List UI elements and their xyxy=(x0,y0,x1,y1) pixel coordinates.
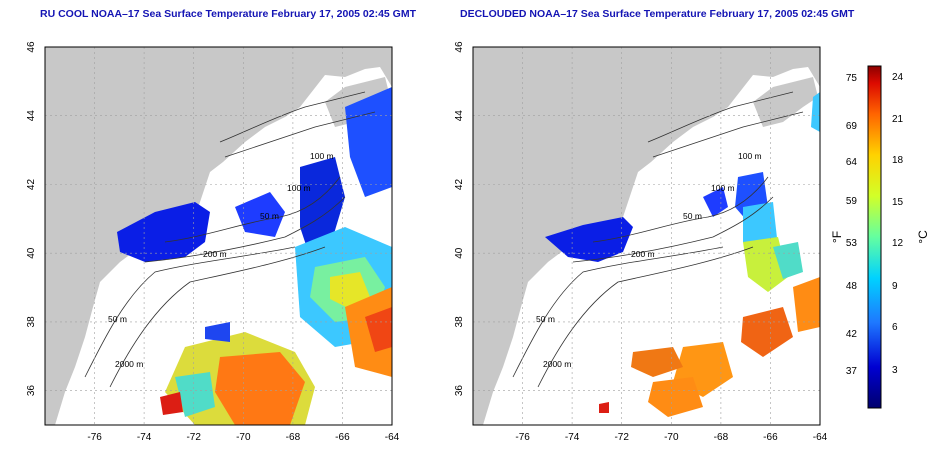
right-lat-tick: 36 xyxy=(454,385,465,397)
f-tick: 64 xyxy=(846,157,858,168)
right-grid xyxy=(473,47,820,425)
left-map-frame xyxy=(44,46,393,426)
left-land xyxy=(45,47,392,425)
right-lat-tick: 40 xyxy=(454,247,465,259)
left-contour-label-2000m: 2000 m xyxy=(115,359,143,369)
right-lon-tick: -76 xyxy=(515,432,530,443)
left-contours xyxy=(84,91,376,388)
c-tick: 12 xyxy=(892,238,904,249)
left-lon-tick: -72 xyxy=(186,432,201,443)
right-lon-tick: -68 xyxy=(714,432,729,443)
left-lon-tick: -76 xyxy=(87,432,102,443)
left-map-panel: 100 m 100 m 50 m 200 m 50 m 2000 m -76 -… xyxy=(26,41,400,443)
f-tick: 75 xyxy=(846,73,858,84)
left-lat-tick: 46 xyxy=(26,41,37,53)
c-tick: 18 xyxy=(892,155,904,166)
left-sst-data xyxy=(117,87,392,425)
left-panel-title: RU COOL NOAA–17 Sea Surface Temperature … xyxy=(40,8,417,20)
right-contour-label-200m: 200 m xyxy=(631,249,655,259)
right-lon-axis: -76 -74 -72 -70 -68 -66 -64 xyxy=(515,432,827,443)
f-tick: 59 xyxy=(846,196,858,207)
right-map-frame xyxy=(472,46,821,426)
right-contours xyxy=(512,91,804,388)
right-contour-label-50m-a: 50 m xyxy=(683,211,702,221)
right-lat-tick: 42 xyxy=(454,179,465,191)
c-tick: 24 xyxy=(892,72,904,83)
right-lon-tick: -70 xyxy=(664,432,679,443)
left-grid xyxy=(45,47,392,425)
right-contour-label-2000m: 2000 m xyxy=(543,359,571,369)
left-lon-tick: -64 xyxy=(385,432,400,443)
f-tick: 42 xyxy=(846,329,858,340)
left-lat-axis: 36 38 40 42 44 46 xyxy=(26,41,37,396)
colorbar-f-label: °F xyxy=(830,231,844,243)
colorbar-gradient xyxy=(867,65,882,409)
right-map-panel: 100 m 100 m 50 m 200 m 50 m 2000 m -76 -… xyxy=(454,41,828,443)
right-nova-scotia xyxy=(753,77,818,127)
right-lat-axis: 36 38 40 42 44 46 xyxy=(454,41,465,396)
left-contour-label-50m-a: 50 m xyxy=(260,211,279,221)
left-lon-tick: -70 xyxy=(236,432,251,443)
colorbar-c-label: °C xyxy=(916,230,930,244)
f-tick: 48 xyxy=(846,281,858,292)
right-lon-tick: -66 xyxy=(763,432,778,443)
left-lat-tick: 40 xyxy=(26,247,37,259)
left-contour-label-100m-b: 100 m xyxy=(287,183,311,193)
left-lon-tick: -66 xyxy=(335,432,350,443)
left-lat-tick: 36 xyxy=(26,385,37,397)
c-tick: 9 xyxy=(892,281,898,292)
right-lon-tick: -74 xyxy=(565,432,580,443)
c-tick: 6 xyxy=(892,322,898,333)
c-tick: 15 xyxy=(892,197,904,208)
left-lat-tick: 38 xyxy=(26,316,37,328)
right-lat-tick: 44 xyxy=(454,110,465,122)
f-tick: 53 xyxy=(846,238,858,249)
right-lat-tick: 46 xyxy=(454,41,465,53)
f-tick: 69 xyxy=(846,121,858,132)
colorbar-c-ticks: 24 21 18 15 12 9 6 3 xyxy=(892,72,904,376)
left-contour-label-100m-a: 100 m xyxy=(310,151,334,161)
right-contour-label-50m-b: 50 m xyxy=(536,314,555,324)
right-sst-data xyxy=(545,92,820,417)
left-lon-tick: -68 xyxy=(286,432,301,443)
left-lat-tick: 42 xyxy=(26,179,37,191)
right-lat-tick: 38 xyxy=(454,316,465,328)
left-contour-label-50m-b: 50 m xyxy=(108,314,127,324)
c-tick: 21 xyxy=(892,114,904,125)
left-lon-axis: -76 -74 -72 -70 -68 -66 -64 xyxy=(87,432,399,443)
right-panel-title: DECLOUDED NOAA–17 Sea Surface Temperatur… xyxy=(460,8,855,20)
right-lon-tick: -64 xyxy=(813,432,828,443)
left-lon-tick: -74 xyxy=(137,432,152,443)
right-land xyxy=(473,47,820,425)
right-lon-tick: -72 xyxy=(614,432,629,443)
right-contour-label-100m-b: 100 m xyxy=(711,183,735,193)
left-lat-tick: 44 xyxy=(26,110,37,122)
colorbar: 75 69 64 59 53 48 42 37 24 21 18 15 12 9… xyxy=(830,65,930,409)
f-tick: 37 xyxy=(846,366,858,377)
right-contour-label-100m-a: 100 m xyxy=(738,151,762,161)
left-contour-label-200m: 200 m xyxy=(203,249,227,259)
colorbar-f-ticks: 75 69 64 59 53 48 42 37 xyxy=(846,73,858,377)
c-tick: 3 xyxy=(892,365,898,376)
